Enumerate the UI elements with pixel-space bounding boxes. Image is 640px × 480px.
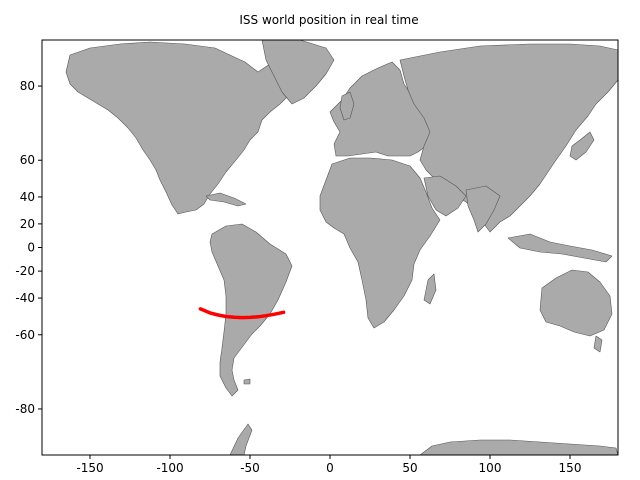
x-tick-label: 100 — [479, 461, 502, 475]
y-axis: 80 60 40 20 0 -20 -40 -60 -80 — [15, 79, 42, 416]
y-tick-label: 60 — [20, 153, 35, 167]
landmass-indian-subcontinent — [465, 185, 501, 233]
landmass-africa — [319, 157, 441, 329]
iss-ground-track — [198, 307, 286, 320]
landmass-south-america — [209, 223, 293, 397]
landmass-british-isles — [339, 91, 355, 121]
landmass-north-america — [65, 41, 301, 215]
landmass-southeast-asia-islands — [507, 233, 613, 263]
plot-area — [41, 39, 619, 456]
landmass-japan — [569, 131, 595, 161]
landmass-caribbean-islands — [205, 192, 247, 207]
landmass-madagascar — [423, 273, 437, 305]
landmass-greenland — [261, 39, 335, 105]
x-tick-label: 50 — [402, 461, 417, 475]
chart-title: ISS world position in real time — [239, 13, 418, 27]
x-tick-label: -150 — [76, 461, 103, 475]
landmass-arabian-peninsula — [423, 175, 467, 217]
y-tick-label: -60 — [15, 328, 35, 342]
x-tick-label: -100 — [156, 461, 183, 475]
y-tick-label: 0 — [27, 241, 35, 255]
y-tick-label: -20 — [15, 264, 35, 278]
y-tick-label: 40 — [20, 190, 35, 204]
x-axis: -150 -100 -50 0 50 100 150 — [76, 455, 581, 475]
landmass-new-zealand — [593, 335, 603, 353]
landmass-australia — [539, 269, 613, 337]
x-tick-label: 150 — [559, 461, 582, 475]
y-tick-label: 80 — [20, 79, 35, 93]
landmass-layer — [65, 39, 619, 456]
x-tick-label: 0 — [326, 461, 334, 475]
landmass-falkland-islands — [243, 378, 251, 385]
y-tick-label: -80 — [15, 402, 35, 416]
y-tick-label: -40 — [15, 291, 35, 305]
y-tick-label: 20 — [20, 217, 35, 231]
x-tick-label: -50 — [240, 461, 260, 475]
